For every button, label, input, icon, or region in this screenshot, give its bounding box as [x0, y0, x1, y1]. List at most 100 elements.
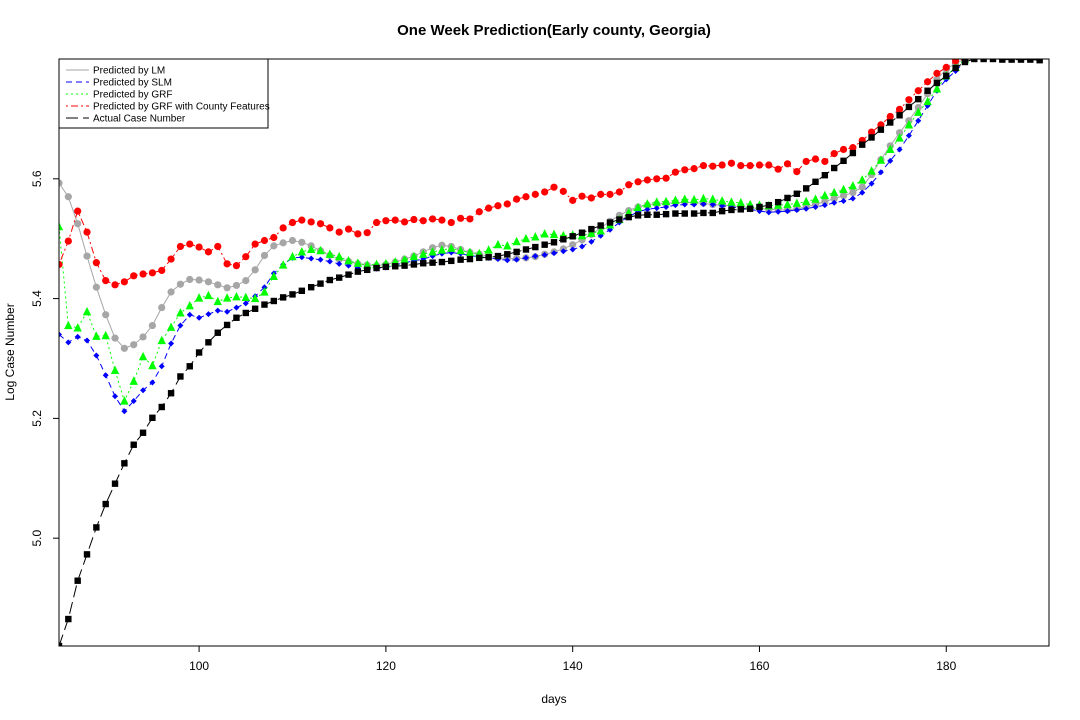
- data-point: [849, 195, 856, 202]
- data-point: [821, 157, 829, 166]
- data-point: [83, 551, 91, 558]
- data-point: [513, 248, 520, 256]
- data-point: [812, 178, 819, 185]
- data-point: [317, 256, 324, 263]
- data-point: [484, 245, 493, 254]
- data-point: [84, 337, 91, 344]
- data-point: [59, 642, 63, 646]
- data-point: [886, 112, 894, 121]
- data-point: [653, 205, 660, 212]
- data-point: [233, 304, 240, 311]
- data-point: [541, 188, 549, 196]
- data-point: [429, 253, 436, 260]
- data-point: [671, 195, 680, 204]
- data-point: [513, 256, 520, 263]
- data-point: [438, 216, 446, 224]
- data-point: [774, 198, 782, 206]
- data-point: [943, 72, 950, 79]
- data-point: [270, 242, 278, 250]
- data-point: [409, 251, 419, 261]
- data-point: [344, 225, 353, 233]
- data-point: [298, 287, 306, 295]
- data-point: [690, 165, 698, 173]
- data-point: [1017, 59, 1025, 63]
- data-point: [270, 297, 278, 305]
- data-point: [261, 301, 268, 308]
- data-point: [148, 360, 157, 370]
- data-point: [420, 260, 427, 267]
- data-point: [204, 290, 213, 300]
- data-point: [933, 79, 941, 87]
- data-point: [205, 311, 212, 318]
- data-point: [663, 203, 670, 210]
- data-point: [251, 305, 259, 312]
- data-point: [587, 194, 595, 202]
- data-point: [811, 194, 820, 203]
- data-point: [195, 349, 203, 356]
- legend-item: Predicted by GRF with County Features: [66, 102, 270, 113]
- data-point: [232, 262, 241, 270]
- data-point: [932, 84, 942, 93]
- data-point: [325, 249, 335, 258]
- data-point: [158, 266, 166, 275]
- legend-label: Predicted by GRF: [93, 90, 172, 101]
- data-point: [625, 181, 633, 189]
- data-point: [783, 199, 792, 209]
- data-point: [195, 276, 203, 284]
- x-tick-label: 140: [563, 659, 583, 673]
- x-axis-label: days: [541, 692, 566, 706]
- data-point: [504, 251, 511, 258]
- data-point: [93, 352, 100, 359]
- data-point: [681, 210, 688, 217]
- data-point: [232, 291, 241, 301]
- data-point: [820, 190, 830, 200]
- data-point: [158, 303, 166, 312]
- data-point: [102, 311, 110, 319]
- data-point: [82, 306, 92, 316]
- data-point: [625, 213, 632, 221]
- data-point: [531, 232, 540, 241]
- data-point: [214, 242, 222, 251]
- data-point: [269, 271, 279, 280]
- data-point: [344, 256, 353, 265]
- data-point: [999, 59, 1006, 63]
- data-point: [279, 294, 287, 301]
- data-point: [475, 208, 483, 216]
- data-point: [400, 218, 409, 226]
- data-point: [662, 174, 670, 182]
- data-point: [513, 195, 521, 203]
- data-point: [476, 254, 483, 262]
- data-point: [662, 210, 670, 218]
- data-point: [92, 331, 101, 340]
- data-point: [699, 162, 708, 170]
- data-point: [223, 260, 231, 268]
- data-point: [532, 243, 539, 251]
- data-point: [298, 238, 306, 246]
- data-point: [989, 59, 997, 63]
- data-point: [83, 228, 91, 236]
- data-point: [522, 246, 530, 253]
- data-point: [551, 250, 557, 257]
- data-point: [447, 218, 455, 227]
- data-point: [933, 69, 941, 77]
- data-point: [437, 245, 447, 254]
- data-point: [194, 293, 204, 302]
- data-point: [485, 254, 492, 261]
- data-point: [793, 190, 801, 197]
- data-point: [288, 236, 297, 245]
- data-point: [59, 221, 64, 231]
- data-point: [549, 229, 559, 239]
- data-point: [653, 211, 660, 218]
- data-point: [849, 144, 857, 152]
- data-point: [102, 277, 110, 285]
- data-point: [793, 168, 801, 176]
- series-4: [59, 59, 969, 289]
- legend-item: Actual Case Number: [66, 114, 186, 125]
- data-point: [915, 95, 922, 103]
- data-point: [868, 180, 875, 187]
- data-point: [233, 314, 240, 321]
- data-point: [914, 87, 922, 95]
- data-point: [260, 251, 269, 260]
- data-point: [831, 199, 838, 206]
